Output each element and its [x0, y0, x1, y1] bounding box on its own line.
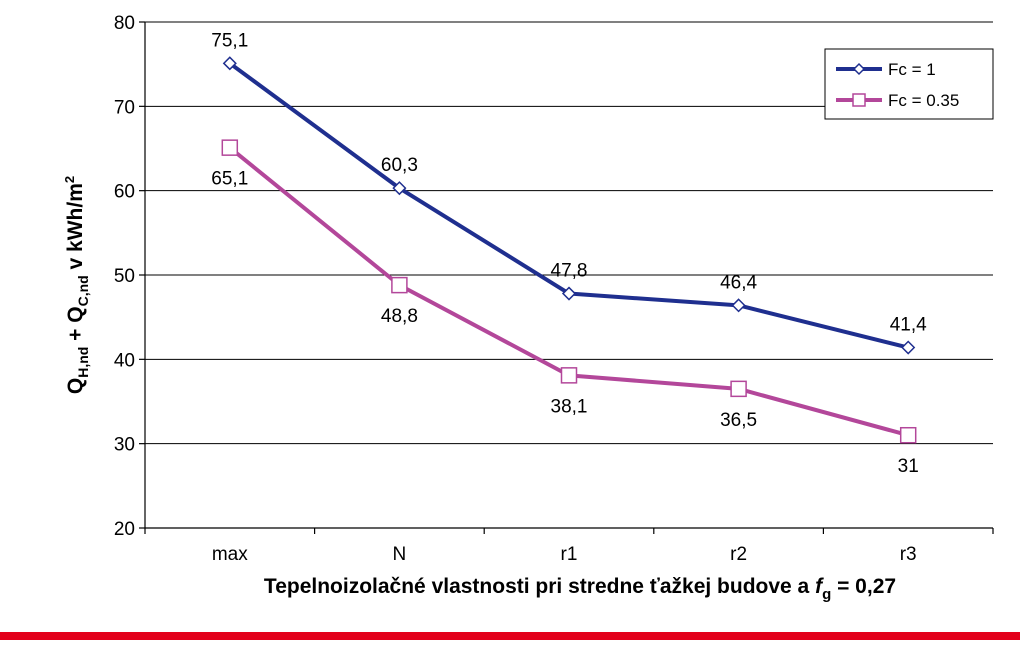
- data-label: 31: [898, 456, 919, 477]
- y-tick-labels: 20 30 40 50 60 70 80: [114, 13, 135, 540]
- diamond-marker: [852, 62, 866, 76]
- x-tick-label: r3: [900, 544, 917, 565]
- series-layer: [221, 56, 917, 444]
- data-label: 60,3: [381, 155, 418, 176]
- data-labels: 75,1 60,3 47,8 46,4 41,4 65,1 48,8 38,1 36,5 31: [211, 30, 927, 477]
- x-axis-label: Tepelnoizolačné vlastnosti pri stredne ť…: [264, 575, 896, 603]
- y-tick-label: 80: [114, 13, 135, 34]
- legend-box: [824, 48, 994, 120]
- footer-accent-bar: [0, 632, 1020, 640]
- legend-label: Fc = 1: [888, 60, 936, 79]
- data-label: 75,1: [211, 30, 248, 51]
- square-marker: [899, 426, 917, 444]
- legend-label: Fc = 0.35: [888, 91, 959, 110]
- square-marker: [391, 276, 408, 294]
- y-tick-label: 30: [114, 435, 135, 456]
- data-label: 41,4: [890, 315, 927, 336]
- data-label: 38,1: [551, 396, 588, 417]
- diamond-marker: [901, 340, 916, 355]
- y-tick-label: 20: [114, 519, 135, 540]
- x-tick-label: r2: [730, 544, 747, 565]
- y-tick-label: 60: [114, 182, 135, 203]
- legend: Fc = 1 Fc = 0.35: [824, 48, 994, 120]
- diamond-marker: [561, 286, 577, 301]
- x-tick-label: r1: [561, 544, 578, 565]
- x-tick-label: N: [393, 544, 407, 565]
- y-tick-label: 40: [114, 350, 135, 371]
- diamond-marker: [392, 181, 407, 196]
- square-marker: [852, 93, 866, 107]
- square-marker: [730, 380, 747, 398]
- diamond-marker: [222, 56, 237, 71]
- square-marker: [221, 139, 239, 156]
- data-label: 46,4: [720, 272, 757, 293]
- axes: [139, 21, 994, 534]
- data-label: 47,8: [551, 261, 588, 282]
- diamond-marker: [731, 298, 746, 313]
- y-axis-label: QH,nd + QC,nd v kWh/m2: [62, 176, 91, 394]
- square-marker: [560, 367, 578, 384]
- data-label: 65,1: [211, 169, 248, 190]
- data-label: 48,8: [381, 306, 418, 327]
- x-tick-label: max: [212, 544, 248, 565]
- y-tick-label: 70: [114, 97, 135, 118]
- y-tick-label: 50: [114, 266, 135, 287]
- data-label: 36,5: [720, 410, 757, 431]
